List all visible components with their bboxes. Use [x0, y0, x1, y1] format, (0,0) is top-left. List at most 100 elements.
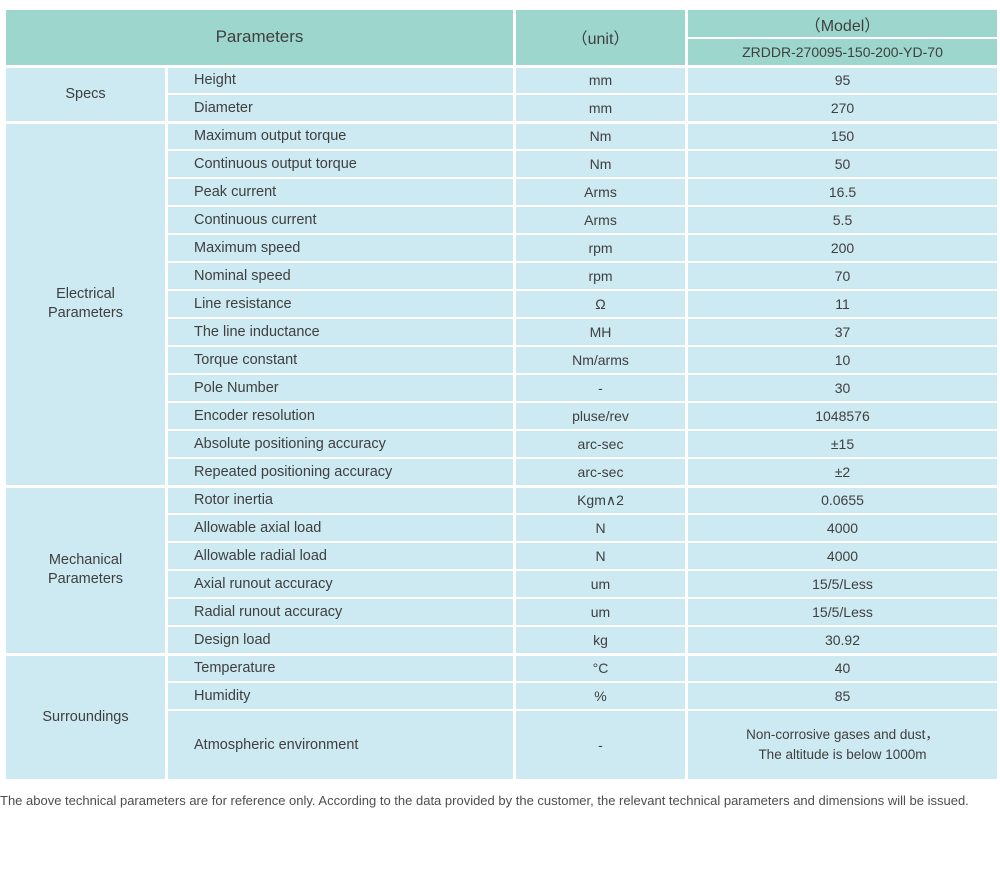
table-row: Torque constant Nm/arms 10: [5, 345, 1000, 375]
parameter-name: Atmospheric environment: [165, 709, 516, 781]
parameter-unit: arc-sec: [513, 429, 688, 459]
parameter-unit: Arms: [513, 205, 688, 235]
group-label: Specs: [3, 64, 168, 123]
parameter-unit: rpm: [513, 233, 688, 263]
parameter-value: 50: [685, 149, 1000, 179]
parameter-value: 150: [685, 120, 1000, 151]
parameter-unit: mm: [513, 64, 688, 95]
table-row: Specs Height mm 95: [3, 64, 1000, 123]
page: Parameters （unit） （Model） ZRDDR-270095-1…: [0, 7, 1000, 808]
table-row: Allowable radial load N 4000: [5, 541, 1000, 571]
parameter-value: 85: [685, 681, 1000, 711]
table-row: Peak current Arms 16.5: [5, 177, 1000, 207]
parameter-unit: Ω: [513, 289, 688, 319]
parameter-unit: N: [513, 513, 688, 543]
parameter-value: 95: [685, 64, 1000, 95]
table-row: Encoder resolution pluse/rev 1048576: [5, 401, 1000, 431]
table-header: Parameters （unit） （Model） ZRDDR-270095-1…: [3, 7, 1000, 67]
parameter-name: Continuous output torque: [165, 149, 516, 179]
parameter-name: Repeated positioning accuracy: [165, 457, 516, 487]
parameter-value: 0.0655: [685, 484, 1000, 515]
parameter-name: Peak current: [165, 177, 516, 207]
parameter-value: 30.92: [685, 625, 1000, 655]
parameter-value: 10: [685, 345, 1000, 375]
parameter-name: Axial runout accuracy: [165, 569, 516, 599]
group-label: Surroundings: [3, 652, 168, 781]
parameter-unit: -: [513, 709, 688, 781]
parameter-unit: -: [513, 373, 688, 403]
parameter-name: Maximum speed: [165, 233, 516, 263]
parameter-unit: pluse/rev: [513, 401, 688, 431]
header-model: （Model）: [685, 7, 1000, 40]
parameter-unit: N: [513, 541, 688, 571]
parameter-value: 4000: [685, 541, 1000, 571]
parameter-name: Humidity: [165, 681, 516, 711]
parameter-value: 270: [685, 93, 1000, 123]
parameter-value: 16.5: [685, 177, 1000, 207]
table-row: Absolute positioning accuracy arc-sec ±15: [5, 429, 1000, 459]
parameter-name: Nominal speed: [165, 261, 516, 291]
parameter-value: 5.5: [685, 205, 1000, 235]
parameter-value: 15/5/Less: [685, 569, 1000, 599]
group-label: Electrical Parameters: [3, 120, 168, 487]
footer-note: The above technical parameters are for r…: [0, 793, 969, 808]
table-row: Allowable axial load N 4000: [5, 513, 1000, 543]
parameter-value: Non-corrosive gases and dust， The altitud…: [685, 709, 1000, 781]
table-row: Radial runout accuracy um 15/5/Less: [5, 597, 1000, 627]
parameter-value: ±15: [685, 429, 1000, 459]
parameter-name: Line resistance: [165, 289, 516, 319]
parameter-name: Encoder resolution: [165, 401, 516, 431]
table-body: Specs Height mm 95 Diameter mm 270 Electrical Pa…: [3, 64, 1000, 781]
parameter-name: Design load: [165, 625, 516, 655]
parameter-value: 70: [685, 261, 1000, 291]
parameter-name: Radial runout accuracy: [165, 597, 516, 627]
table-row: Mechanical Parameters Rotor inertia Kgm∧2 0.…: [3, 484, 1000, 655]
parameter-name: Allowable axial load: [165, 513, 516, 543]
parameter-unit: arc-sec: [513, 457, 688, 487]
parameter-name: Rotor inertia: [165, 484, 516, 515]
parameter-unit: Kgm∧2: [513, 484, 688, 515]
table-row: The line inductance MH 37: [5, 317, 1000, 347]
parameter-unit: um: [513, 569, 688, 599]
parameter-name: Diameter: [165, 93, 516, 123]
table-row: Pole Number -30: [5, 373, 1000, 403]
parameter-value: 11: [685, 289, 1000, 319]
parameter-name: Torque constant: [165, 345, 516, 375]
header-model-number: ZRDDR-270095-150-200-YD-70: [685, 37, 1000, 67]
parameter-value: 4000: [685, 513, 1000, 543]
table-row: Diameter mm 270: [5, 93, 1000, 123]
table-row: Continuous current Arms 5.5: [5, 205, 1000, 235]
parameter-name: Pole Number: [165, 373, 516, 403]
parameter-value: 30: [685, 373, 1000, 403]
table-row: Maximum speed rpm 200: [5, 233, 1000, 263]
table-row: Axial runout accuracy um 15/5/Less: [5, 569, 1000, 599]
parameter-value: ±2: [685, 457, 1000, 487]
parameter-value: 15/5/Less: [685, 597, 1000, 627]
table-row: Atmospheric environment - Non-corrosive ga…: [5, 709, 1000, 781]
parameter-unit: rpm: [513, 261, 688, 291]
parameter-unit: Nm: [513, 120, 688, 151]
parameter-unit: Nm/arms: [513, 345, 688, 375]
table-row: Line resistance Ω 11: [5, 289, 1000, 319]
table-row: Repeated positioning accuracy arc-sec ±2: [5, 457, 1000, 487]
spec-table: Parameters （unit） （Model） ZRDDR-270095-1…: [3, 7, 1000, 781]
group-label: Mechanical Parameters: [3, 484, 168, 655]
parameter-name: Temperature: [165, 652, 516, 683]
parameter-unit: Nm: [513, 149, 688, 179]
parameter-unit: °C: [513, 652, 688, 683]
parameter-unit: kg: [513, 625, 688, 655]
table-row: Design load kg 30.92: [5, 625, 1000, 655]
parameter-unit: mm: [513, 93, 688, 123]
header-parameters: Parameters: [3, 8, 516, 67]
parameter-unit: %: [513, 681, 688, 711]
parameter-unit: um: [513, 597, 688, 627]
table-row: Electrical Parameters Maximum output torqu…: [3, 120, 1000, 487]
table-row: Surroundings Temperature °C 40: [3, 652, 1000, 781]
table-row: Humidity% 85: [5, 681, 1000, 711]
parameter-name: Continuous current: [165, 205, 516, 235]
parameter-name: Allowable radial load: [165, 541, 516, 571]
table-row: Nominal speed rpm 70: [5, 261, 1000, 291]
table-row: Continuous output torque Nm 50: [5, 149, 1000, 179]
parameter-name: Maximum output torque: [165, 120, 516, 151]
parameter-name: Height: [165, 64, 516, 95]
